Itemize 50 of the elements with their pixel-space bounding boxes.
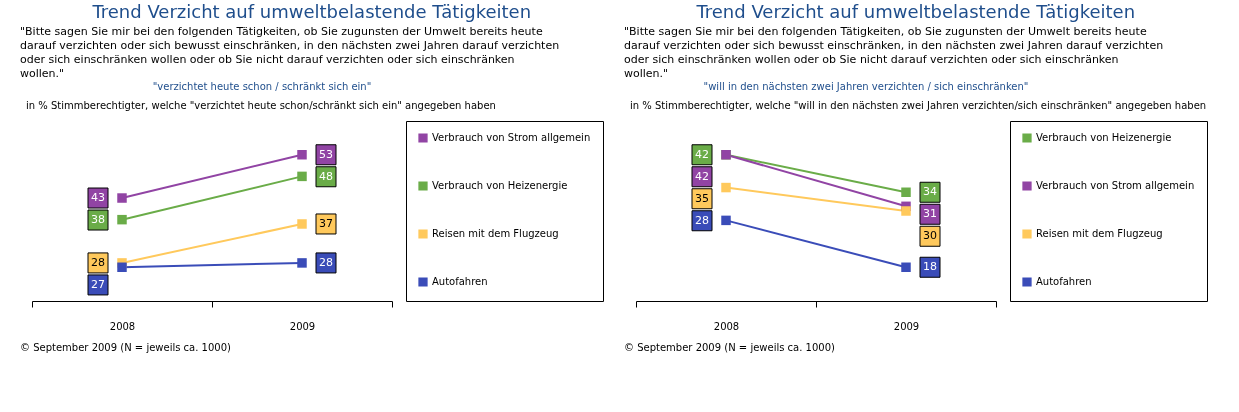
chart-title: Trend Verzicht auf umweltbelastende Tätigkeiten [695,1,1136,22]
point [117,193,127,203]
chart-subtitle: "Bitte sagen Sie mir bei den folgenden Tätigkeiten, ob Sie zugunsten der Umwelt bereits heute darauf verzichten oder sich bewusst einschränken, in den nächsten zwei Jahren darauf verzichten oder sich einschränken wollen oder ob Sie nicht darauf verzichten oder sich einschränken wollen." [20,25,560,80]
data-label: 42 [695,169,709,183]
x-tick-label: 2009 [289,320,316,332]
legend-label: Reisen mit dem Flugzeug [432,228,559,239]
legend-label: Verbrauch von Heizenergie [432,180,568,191]
chart-title: Trend Verzicht auf umweltbelastende Tätigkeiten [91,1,532,22]
data-label: 28 [319,255,333,269]
x-tick-label: 2008 [713,320,740,332]
data-label: 35 [695,191,709,205]
legend-label: Verbrauch von Heizenergie [1036,132,1172,143]
legend-label: Verbrauch von Strom allgemein [432,132,591,143]
legend-label: Autofahren [1036,276,1092,287]
legend-label: Autofahren [432,276,488,287]
point [901,262,911,272]
data-label: 28 [695,213,709,227]
legend-label: Reisen mit dem Flugzeug [1036,228,1163,239]
data-label: 27 [91,277,105,291]
point [297,219,307,229]
text: "will in den nächsten zwei Jahren verzichten / sich einschränken" [703,81,1029,92]
data-label: 28 [91,255,105,269]
point [901,187,911,197]
point [721,182,731,193]
data-label: 42 [695,147,709,161]
text: in % Stimmberechtigter, welche "verzichtet heute schon/schränkt sich ein" angegeben haben [26,100,496,111]
data-label: 18 [923,260,937,274]
x-tick-label: 2009 [893,320,920,332]
text: "verzichtet heute schon / schränkt sich ein" [152,81,372,92]
data-label: 53 [319,147,333,161]
x-tick-label: 2008 [109,320,136,332]
data-label: 30 [923,229,937,243]
data-label: 43 [91,191,105,205]
text: © September 2009 (N = jeweils ca. 1000) [624,342,836,353]
legend-label: Verbrauch von Strom allgemein [1036,180,1195,191]
point [117,262,127,272]
point [901,206,911,216]
text: © September 2009 (N = jeweils ca. 1000) [20,342,232,353]
data-label: 34 [923,185,937,199]
point [297,258,307,268]
data-label: 38 [91,213,105,227]
chart-subtitle: "Bitte sagen Sie mir bei den folgenden Tätigkeiten, ob Sie zugunsten der Umwelt bereits heute darauf verzichten oder sich bewusst einschränken, in den nächsten zwei Jahren darauf verzichten oder sich einschränken wollen oder ob Sie nicht darauf verzichten oder sich einschränken wollen." [624,25,1164,80]
point [721,215,731,226]
data-label: 31 [923,207,937,221]
data-label: 37 [319,216,333,230]
data-label: 48 [319,169,333,183]
point [117,214,127,225]
point [297,171,307,182]
text: in % Stimmberechtigter, welche "will in den nächsten zwei Jahren verzichten/sich einschränken" angegeben haben [630,100,1207,111]
point [297,150,307,160]
